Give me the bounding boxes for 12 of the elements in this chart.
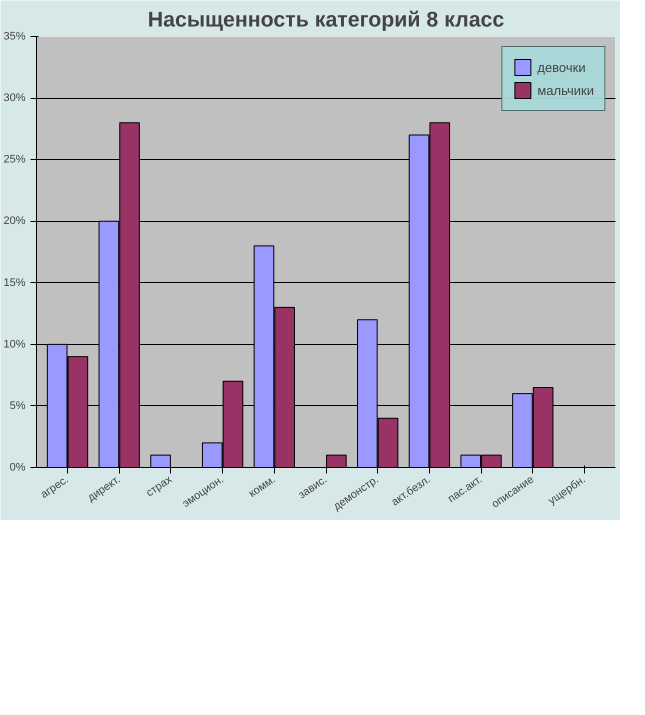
y-tick-label: 25% bbox=[3, 154, 26, 166]
legend-label: мальчики bbox=[537, 82, 594, 98]
y-tick-label: 5% bbox=[10, 400, 26, 412]
y-tick-label: 10% bbox=[3, 338, 26, 350]
legend-label: девочки bbox=[537, 60, 586, 74]
y-tick-label: 15% bbox=[3, 276, 26, 289]
y-tick-label: 35% bbox=[3, 30, 26, 42]
y-tick-label: 20% bbox=[3, 215, 26, 228]
y-tick-label: 0% bbox=[10, 462, 26, 474]
x-tick-label: комм. bbox=[246, 474, 278, 500]
chart-title: Насыщенность категорий 8 класс bbox=[148, 8, 504, 32]
y-tick-label: 30% bbox=[3, 92, 26, 104]
